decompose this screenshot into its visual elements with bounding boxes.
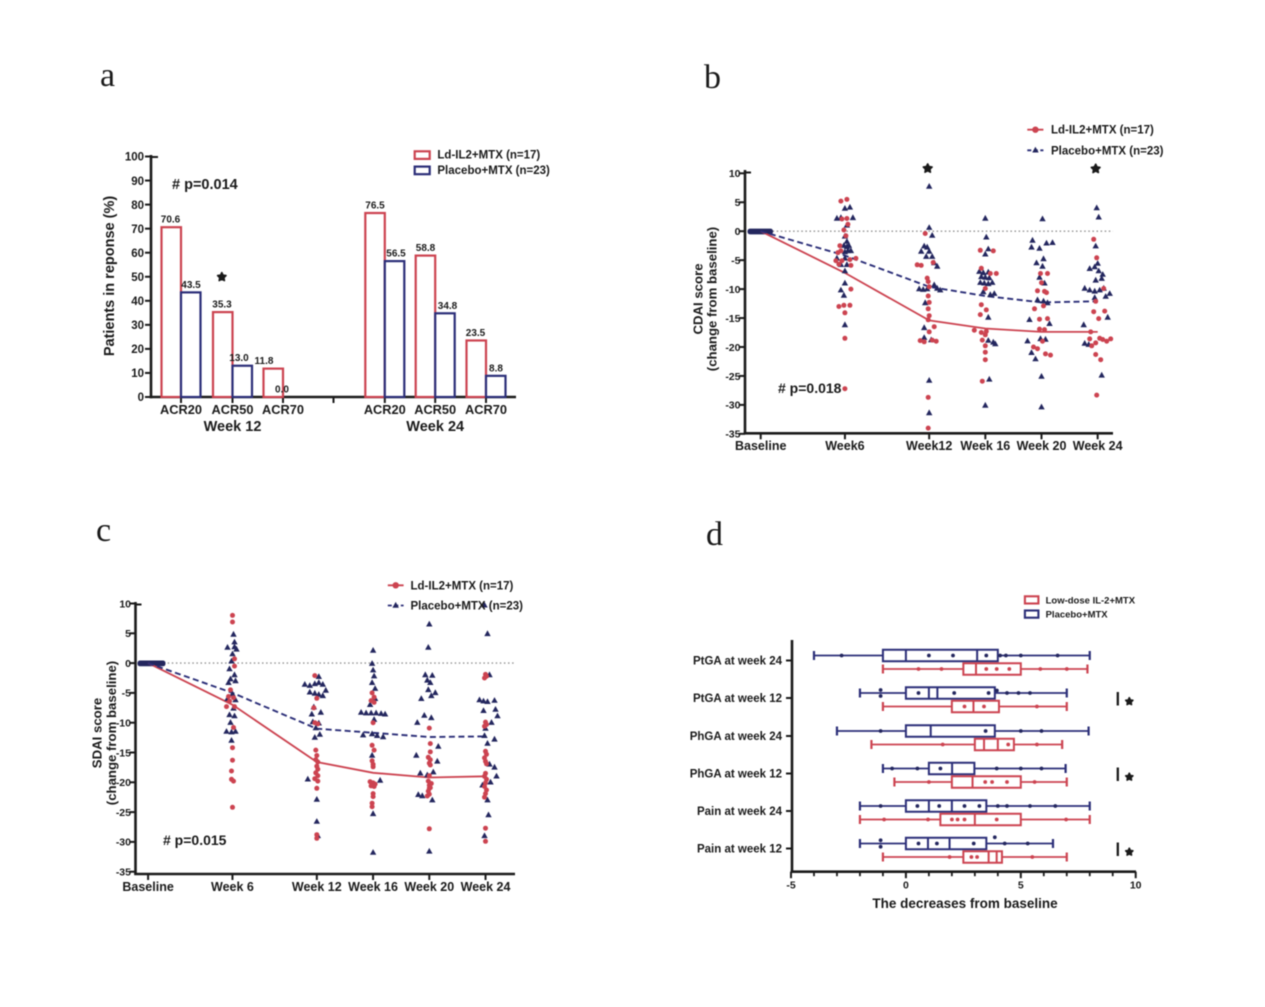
svg-text:Week 6: Week 6 [211,880,254,894]
svg-text:d: d [706,516,723,553]
svg-text:43.5: 43.5 [181,280,201,291]
svg-text:PtGA at week 12: PtGA at week 12 [693,693,782,705]
svg-text:-30: -30 [725,400,740,412]
svg-text:Low-dose IL-2+MTX: Low-dose IL-2+MTX [1046,596,1136,607]
svg-text:-30: -30 [116,837,131,849]
svg-text:Placebo+MTX (n=23): Placebo+MTX (n=23) [1051,145,1164,157]
svg-text:23.5: 23.5 [466,328,486,339]
svg-text:5: 5 [735,197,741,209]
svg-text:(change from baseline): (change from baseline) [705,227,720,371]
svg-text:-5: -5 [786,880,795,892]
svg-text:70.6: 70.6 [161,215,181,226]
svg-text:Ld-IL2+MTX (n=17): Ld-IL2+MTX (n=17) [437,150,540,162]
svg-text:5: 5 [125,628,131,640]
svg-text:-35: -35 [725,429,740,441]
svg-text:8.8: 8.8 [489,363,503,374]
svg-text:b: b [704,59,721,96]
svg-text:Week12: Week12 [906,439,952,453]
svg-text:90: 90 [131,176,144,188]
svg-text:-5: -5 [731,255,740,267]
svg-text:-25: -25 [116,807,131,819]
svg-text:34.8: 34.8 [438,301,458,312]
svg-text:20: 20 [131,344,144,356]
svg-text:56.5: 56.5 [386,249,406,260]
svg-text:The decreases from baseline: The decreases from baseline [872,896,1058,911]
svg-text:76.5: 76.5 [365,201,385,212]
svg-text:Week 20: Week 20 [404,880,454,894]
svg-text:ACR70: ACR70 [262,402,304,417]
svg-text:Week 12: Week 12 [292,880,342,894]
svg-text:70: 70 [131,224,144,236]
svg-text:Baseline: Baseline [122,880,173,894]
svg-text:-5: -5 [122,688,131,700]
svg-text:0: 0 [735,226,741,238]
svg-text:Week 20: Week 20 [1017,439,1067,453]
svg-text:-20: -20 [116,777,131,789]
svg-text:(change from baseline): (change from baseline) [104,661,119,805]
svg-text:# p=0.014: # p=0.014 [172,177,238,193]
svg-text:c: c [96,512,111,549]
svg-text:10: 10 [729,168,741,180]
svg-text:PtGA at week 24: PtGA at week 24 [693,656,783,668]
svg-text:ACR50: ACR50 [414,402,456,417]
svg-text:Week 24: Week 24 [1073,439,1123,453]
svg-text:0: 0 [138,392,144,404]
svg-text:Ld-IL2+MTX (n=17): Ld-IL2+MTX (n=17) [411,580,514,592]
svg-text:Pain at week 24: Pain at week 24 [697,806,783,818]
svg-text:-15: -15 [725,313,740,325]
svg-text:PhGA at week 12: PhGA at week 12 [690,769,782,781]
svg-text:Week6: Week6 [825,439,864,453]
svg-text:Placebo+MTX (n=23): Placebo+MTX (n=23) [437,165,550,177]
svg-text:50: 50 [131,272,144,284]
svg-text:-35: -35 [116,867,131,879]
svg-text:PhGA at week 24: PhGA at week 24 [690,731,783,743]
svg-text:Week 16: Week 16 [348,880,398,894]
svg-text:80: 80 [131,200,144,212]
svg-text:-15: -15 [116,747,131,759]
svg-text:60: 60 [131,248,144,260]
svg-text:-10: -10 [116,718,131,730]
svg-text:35.3: 35.3 [212,300,232,311]
svg-text:Placebo+MTX (n=23): Placebo+MTX (n=23) [411,601,524,613]
svg-text:CDAI score: CDAI score [691,263,706,334]
svg-text:-10: -10 [725,284,740,296]
svg-text:ACR50: ACR50 [212,402,254,417]
svg-text:ACR70: ACR70 [465,402,507,417]
svg-text:Week 16: Week 16 [960,439,1010,453]
svg-text:11.8: 11.8 [255,356,274,367]
svg-text:100: 100 [125,152,144,164]
svg-text:ACR20: ACR20 [364,402,406,417]
svg-text:Week 24: Week 24 [406,419,464,435]
svg-text:30: 30 [131,320,144,332]
svg-text:13.0: 13.0 [229,353,249,364]
svg-text:Patients in reponse (%): Patients in reponse (%) [102,196,118,357]
svg-text:0: 0 [903,880,909,892]
svg-text:SDAI score: SDAI score [90,698,105,768]
svg-text:10: 10 [131,368,144,380]
svg-text:10: 10 [119,598,131,610]
svg-text:Placebo+MTX: Placebo+MTX [1046,610,1109,621]
svg-text:0.0: 0.0 [275,385,289,396]
svg-text:Pain at week 12: Pain at week 12 [697,844,782,856]
svg-text:0: 0 [125,658,131,670]
svg-text:Baseline: Baseline [735,439,786,453]
svg-text:58.8: 58.8 [416,243,436,254]
svg-text:# p=0.015: # p=0.015 [163,832,227,848]
svg-text:40: 40 [131,296,144,308]
svg-text:Week 12: Week 12 [204,419,262,435]
svg-text:Week 24: Week 24 [461,880,511,894]
svg-text:ACR20: ACR20 [160,402,202,417]
svg-text:a: a [100,57,115,94]
svg-text:10: 10 [1130,880,1142,892]
svg-text:5: 5 [1018,880,1024,892]
svg-text:-20: -20 [725,342,740,354]
svg-text:-25: -25 [725,371,740,383]
svg-text:Ld-IL2+MTX (n=17): Ld-IL2+MTX (n=17) [1051,125,1154,137]
svg-text:# p=0.018: # p=0.018 [778,380,842,396]
